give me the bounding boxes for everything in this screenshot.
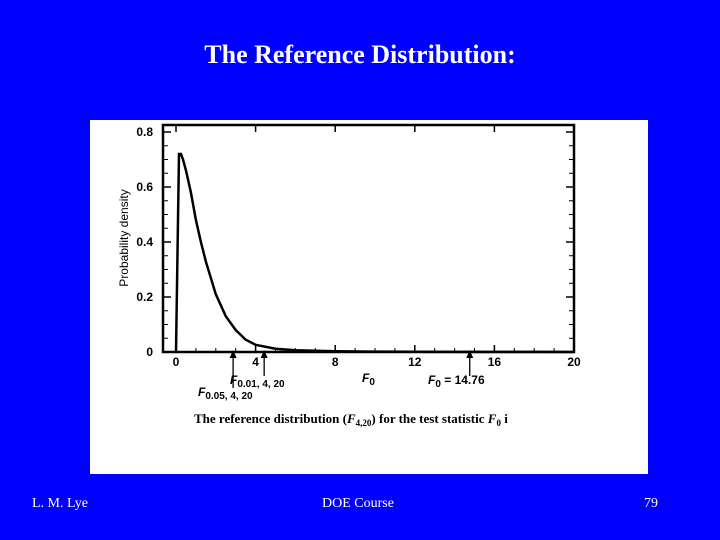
annotation-label: F0.05, 4, 20 xyxy=(198,385,253,402)
x-tick-label: 12 xyxy=(408,355,422,369)
figure-caption: The reference distribution (F4,20) for t… xyxy=(194,411,508,428)
figure-panel: 0 0.2 0.4 0.6 0.8 0 4 8 12 16 20 F0.05, 4, 20 F0.0… xyxy=(90,120,648,474)
annotation-arrow-head xyxy=(466,350,474,358)
x-tick-label: 0 xyxy=(173,355,180,369)
x-tick-label: 20 xyxy=(567,355,581,369)
footer-author: L. M. Lye xyxy=(32,496,88,511)
y-tick-label: 0.4 xyxy=(136,235,153,249)
annotation-label: F0 = 14.76 xyxy=(428,373,485,390)
y-ticks: 0 0.2 0.4 0.6 0.8 xyxy=(136,125,574,359)
x-tick-label: 16 xyxy=(488,355,502,369)
y-axis-label: Probability density xyxy=(117,189,131,286)
y-tick-label: 0 xyxy=(146,345,153,359)
x-tick-label: 8 xyxy=(332,355,339,369)
annotation-arrow-head xyxy=(229,350,237,358)
annotation-label: F0.01, 4, 20 xyxy=(230,373,285,390)
x-tick-label: 4 xyxy=(252,355,259,369)
x-axis-label: F0 xyxy=(362,371,375,388)
y-tick-label: 0.6 xyxy=(136,180,153,194)
f-distribution-chart: 0 0.2 0.4 0.6 0.8 0 4 8 12 16 20 F0.05, 4, 20F0.0… xyxy=(117,123,581,428)
y-tick-label: 0.2 xyxy=(136,290,153,304)
annotation-arrow-head xyxy=(260,350,268,358)
footer-course: DOE Course xyxy=(322,496,394,511)
plot-frame xyxy=(161,123,576,354)
series-line xyxy=(174,152,575,354)
slide-title: The Reference Distribution: xyxy=(204,40,516,69)
slide-number: 79 xyxy=(644,496,658,511)
y-tick-label: 0.8 xyxy=(136,125,153,139)
x-ticks: 0 4 8 12 16 20 xyxy=(173,125,581,369)
